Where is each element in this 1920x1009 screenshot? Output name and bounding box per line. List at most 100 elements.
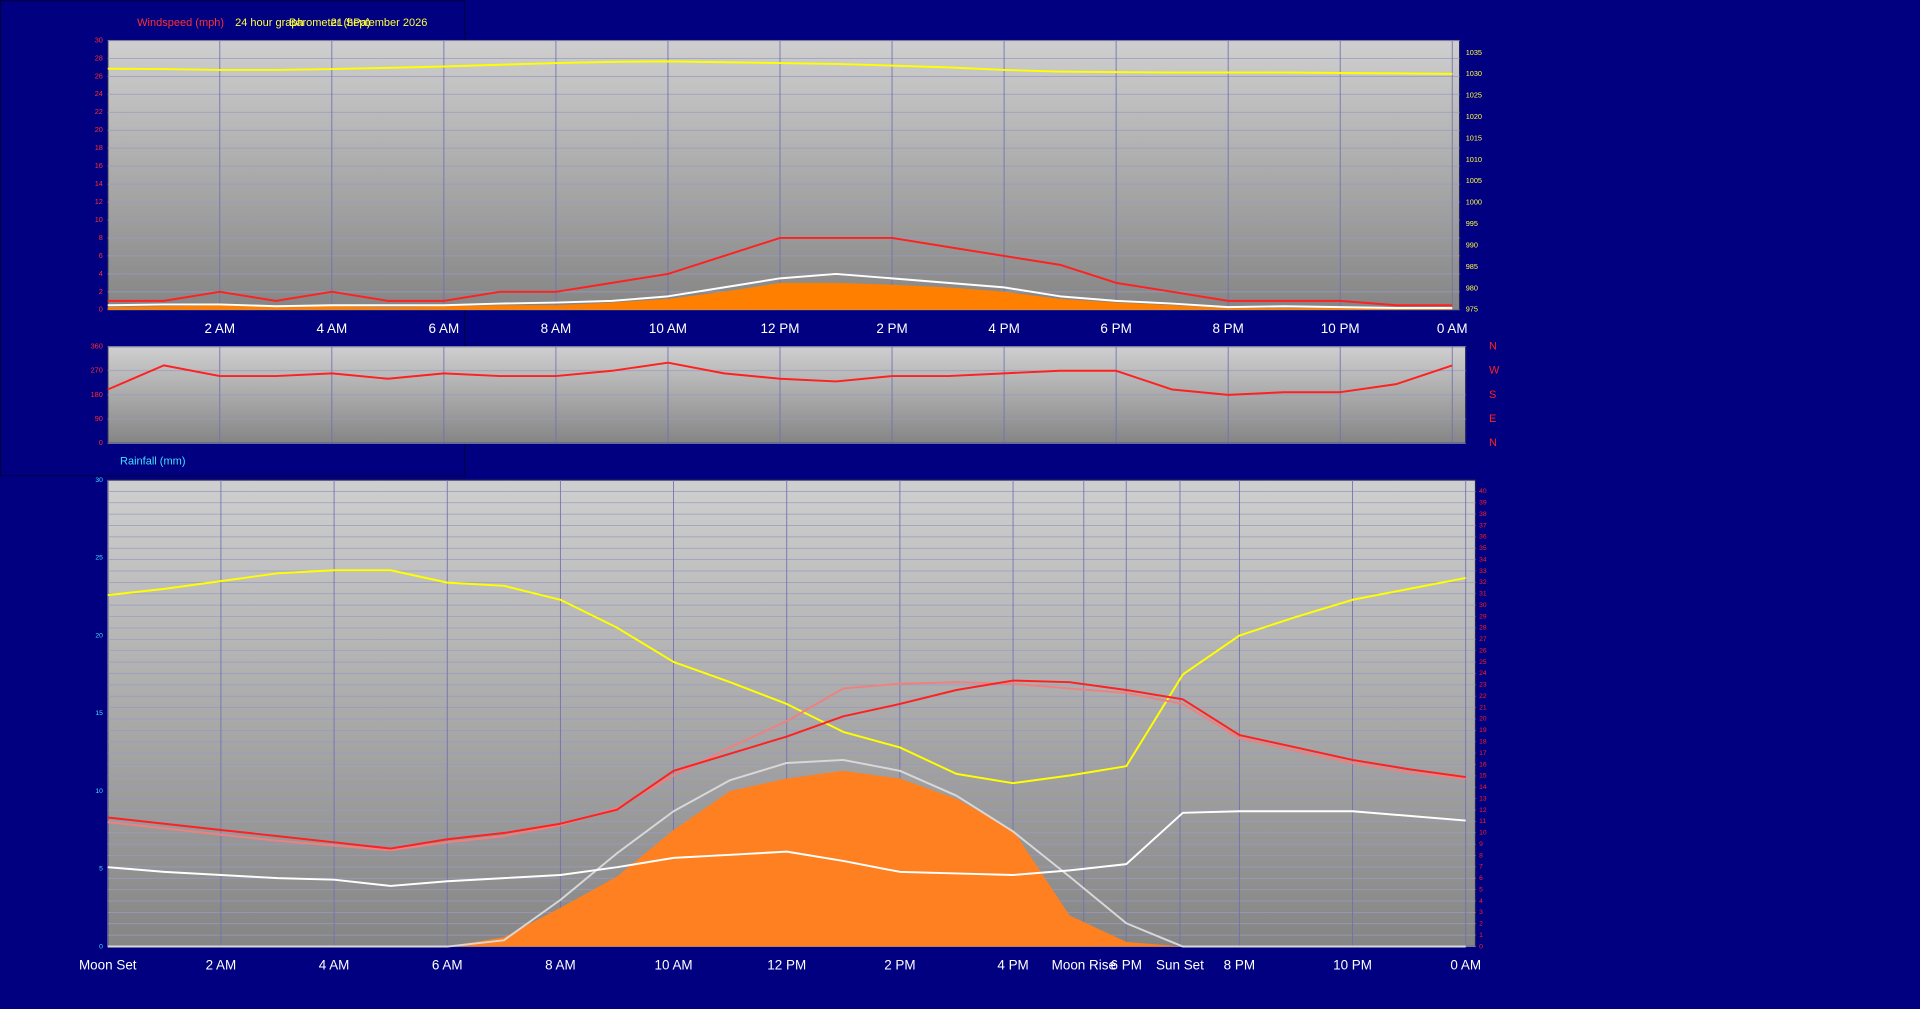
- y2-tick-label: 28: [1479, 625, 1487, 632]
- x-tick-label: 10 AM: [655, 958, 693, 973]
- x-tick-label: 4 AM: [317, 321, 348, 336]
- y2-tick-label: E: [1489, 413, 1496, 425]
- y2-tick-label: W: [1489, 365, 1500, 377]
- area: [107, 282, 1453, 310]
- y2-tick-label: 1035: [1466, 48, 1482, 57]
- x-tick-label: 6 AM: [429, 321, 460, 336]
- y2-tick-label: 7: [1479, 864, 1483, 871]
- y2-tick-label: 1025: [1466, 91, 1482, 100]
- y2-tick-label: 2: [1479, 921, 1483, 928]
- y2-tick-label: 9: [1479, 841, 1483, 848]
- y2-tick-label: 4: [1479, 898, 1483, 905]
- y-tick-label: 16: [95, 161, 103, 170]
- y-tick-label: 14: [95, 179, 103, 188]
- y2-tick-label: 8: [1479, 852, 1483, 859]
- y2-tick-label: 35: [1479, 545, 1487, 552]
- y2-tick-label: 36: [1479, 534, 1487, 541]
- line: [107, 758, 1466, 948]
- y2-tick-label: 1: [1479, 932, 1483, 939]
- x-tick-label: 10 PM: [1333, 958, 1372, 973]
- y2-tick-label: 29: [1479, 613, 1487, 620]
- y2-tick-label: 1020: [1466, 112, 1482, 121]
- y2-tick-label: 3: [1479, 909, 1483, 916]
- y2-tick-label: 33: [1479, 568, 1487, 575]
- graph-title: 24 hour graph: [235, 17, 304, 29]
- line: [107, 569, 1466, 785]
- y-tick-label: 28: [95, 53, 103, 62]
- y-tick-label: 180: [91, 390, 103, 399]
- x-tick-label: 4 PM: [988, 321, 1019, 336]
- y2-tick-label: 21: [1479, 704, 1487, 711]
- x-tick-label: 6 PM: [1111, 958, 1142, 973]
- x-tick-label: 10 AM: [649, 321, 687, 336]
- y2-tick-label: 22: [1479, 693, 1487, 700]
- x-tick-label: 8 PM: [1212, 321, 1243, 336]
- barometer-label: Barometer (hPa): [289, 17, 370, 29]
- x-tick-label: 12 PM: [767, 958, 806, 973]
- y2-tick-label: 1030: [1466, 69, 1482, 78]
- y2-tick-label: 19: [1479, 727, 1487, 734]
- y-tick-label: 15: [95, 710, 103, 717]
- y-tick-label: 25: [95, 555, 103, 562]
- y2-tick-label: 5: [1479, 886, 1483, 893]
- y2-tick-label: 15: [1479, 773, 1487, 780]
- plot-area: [107, 39, 1461, 311]
- y-tick-label: 0: [99, 305, 103, 314]
- y2-tick-label: 18: [1479, 739, 1487, 746]
- wind-label: Windspeed (mph): [137, 17, 224, 29]
- y-tick-label: 2: [99, 287, 103, 296]
- y-tick-label: 6: [99, 251, 103, 260]
- line: [107, 679, 1466, 850]
- y2-tick-label: 16: [1479, 761, 1487, 768]
- line: [107, 810, 1466, 887]
- y2-tick-label: 30: [1479, 602, 1487, 609]
- y2-tick-label: N: [1489, 437, 1497, 449]
- x-tick-label: 0 AM: [1437, 321, 1468, 336]
- y2-tick-label: 1005: [1466, 176, 1482, 185]
- y2-tick-label: 38: [1479, 511, 1487, 518]
- y-tick-label: 18: [95, 143, 103, 152]
- x-tick-label: 10 PM: [1321, 321, 1360, 336]
- line: [107, 236, 1453, 307]
- y2-tick-label: 24: [1479, 670, 1487, 677]
- y2-tick-label: 0: [1479, 943, 1483, 950]
- y2-tick-label: 17: [1479, 750, 1487, 757]
- line: [107, 361, 1453, 396]
- y2-tick-label: 11: [1479, 818, 1486, 825]
- y2-tick-label: 39: [1479, 500, 1487, 507]
- y-tick-label: 0: [99, 438, 103, 447]
- y-tick-label: 20: [95, 632, 103, 639]
- y-tick-label: 30: [95, 477, 103, 484]
- y2-tick-label: 990: [1466, 241, 1478, 250]
- y2-tick-label: 12: [1479, 807, 1487, 814]
- y2-tick-label: 14: [1479, 784, 1487, 791]
- y2-tick-label: 23: [1479, 682, 1487, 689]
- area: [107, 770, 1466, 947]
- y2-tick-label: 20: [1479, 716, 1487, 723]
- y-tick-label: 360: [91, 341, 103, 350]
- line: [107, 681, 1466, 852]
- y-tick-label: 10: [95, 788, 103, 795]
- x-tick-label: 2 PM: [884, 958, 915, 973]
- rainfall-label: Rainfall (mm): [120, 456, 186, 468]
- x-tick-label: 8 AM: [545, 958, 576, 973]
- y2-tick-label: 40: [1479, 488, 1487, 495]
- y2-tick-label: 13: [1479, 795, 1487, 802]
- y-tick-label: 8: [99, 233, 103, 242]
- line: [107, 60, 1453, 75]
- y-tick-label: 5: [99, 866, 103, 873]
- y2-tick-label: 27: [1479, 636, 1487, 643]
- y2-tick-label: 1000: [1466, 198, 1482, 207]
- x-tick-label: 2 AM: [204, 321, 235, 336]
- y2-tick-label: 6: [1479, 875, 1483, 882]
- y2-tick-label: 37: [1479, 522, 1487, 529]
- x-tick-label: 6 PM: [1100, 321, 1131, 336]
- y-tick-label: 20: [95, 125, 103, 134]
- y-tick-label: 26: [95, 71, 103, 80]
- y-tick-label: 12: [95, 197, 103, 206]
- y-tick-label: 10: [95, 215, 103, 224]
- y2-tick-label: 31: [1479, 591, 1487, 598]
- y2-tick-label: S: [1489, 389, 1496, 401]
- x-tick-label: 4 PM: [997, 958, 1028, 973]
